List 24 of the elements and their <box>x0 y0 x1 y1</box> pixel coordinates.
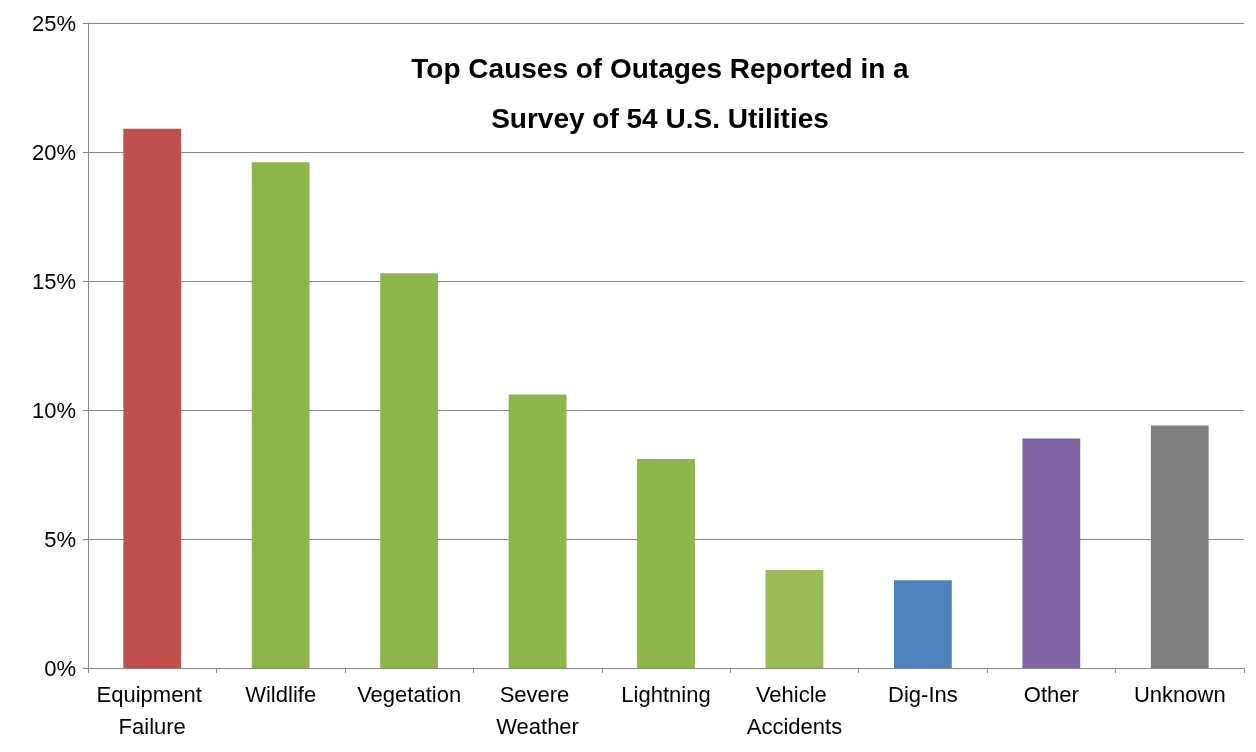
y-tick-label: 25% <box>31 10 76 36</box>
y-tick-label: 0% <box>44 655 76 681</box>
x-tick-label: Equipment Failure <box>96 681 208 739</box>
x-tick-label: Other <box>1023 681 1079 707</box>
x-tick-label: Wildlife <box>245 681 317 707</box>
y-tick-label: 15% <box>31 268 76 294</box>
bar <box>1022 438 1081 668</box>
bar <box>251 162 310 668</box>
x-tick-label: Dig-Ins <box>888 681 958 707</box>
bar <box>508 394 567 668</box>
x-tick-label: Lightning <box>621 681 711 707</box>
bar <box>380 273 439 668</box>
y-tick-label: 5% <box>44 526 76 552</box>
x-tick-label: Vehicle Accidents <box>746 681 843 739</box>
bar <box>637 459 695 668</box>
bar <box>893 580 952 668</box>
y-tick-label: 10% <box>31 397 76 423</box>
bar <box>123 128 182 668</box>
text: Top Causes of Outages Reported in a Survey of 54 U.S. Utilities <box>411 52 910 134</box>
x-tick-label: Unknown <box>1133 681 1226 707</box>
y-tick-label: 20% <box>31 139 76 165</box>
bar <box>765 569 824 668</box>
x-tick-label: Vegetation <box>357 681 462 707</box>
x-tick-label: Severe Weather <box>496 681 579 739</box>
